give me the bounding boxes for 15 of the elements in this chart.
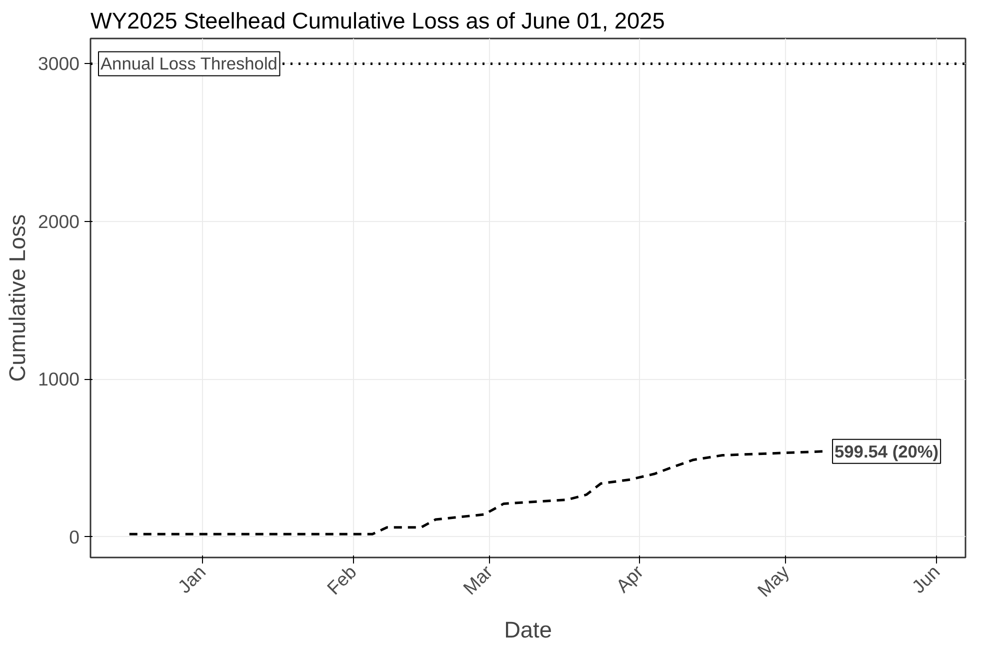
y-tick-label: 0 bbox=[69, 526, 80, 548]
ref-line-label: Annual Loss Threshold bbox=[100, 54, 278, 74]
x-tick-label: Mar bbox=[458, 561, 497, 599]
y-tick-label: 2000 bbox=[38, 210, 80, 232]
x-tick-label: Apr bbox=[612, 561, 648, 596]
y-axis-title: Cumulative Loss bbox=[4, 214, 30, 382]
annotation: 599.54 (20%) bbox=[834, 441, 939, 462]
x-tick-label: Jan bbox=[174, 561, 210, 598]
x-tick-label: Feb bbox=[322, 561, 360, 599]
chart-title: WY2025 Steelhead Cumulative Loss as of June 01, 2025 bbox=[90, 8, 665, 34]
y-tick-label: 3000 bbox=[38, 53, 80, 74]
x-tick-label: May bbox=[753, 560, 794, 601]
y-tick-label: 1000 bbox=[38, 368, 80, 390]
x-axis-title: Date bbox=[504, 616, 552, 642]
x-tick-label: Jun bbox=[908, 561, 944, 598]
